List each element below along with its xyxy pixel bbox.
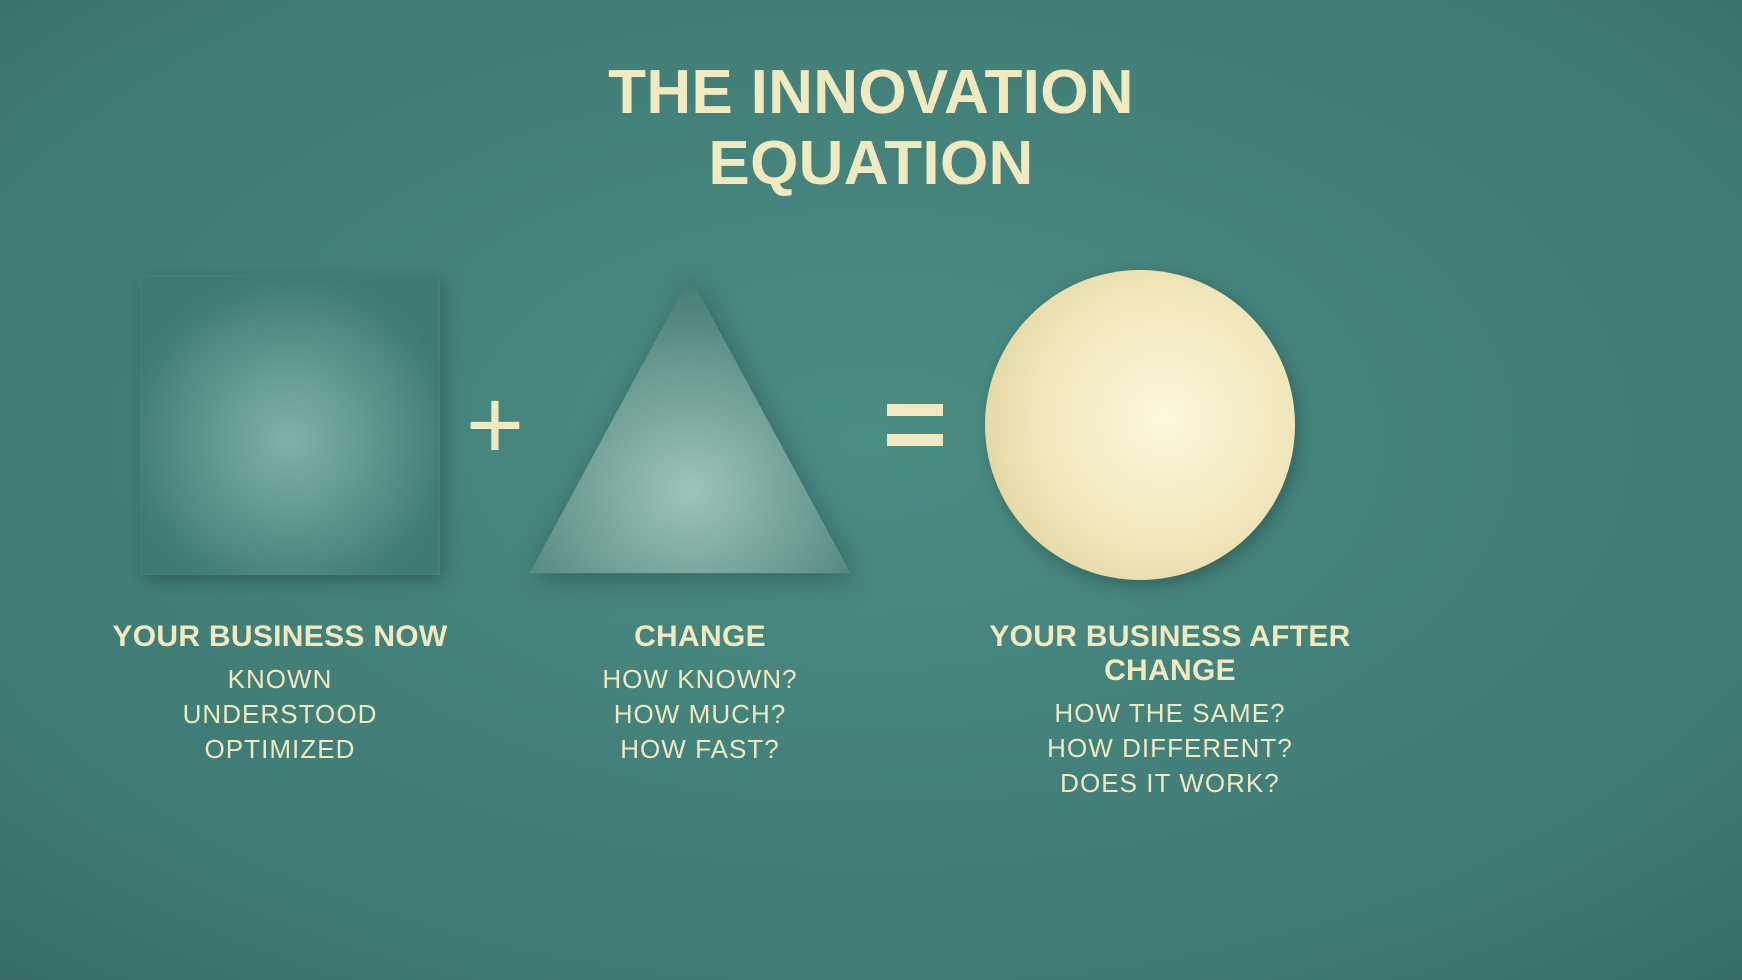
- caption-col-3: YOUR BUSINESS AFTER CHANGE HOW THE SAME?…: [920, 620, 1420, 803]
- plus-glyph: +: [466, 375, 524, 475]
- caption-1-line-2: UNDERSTOOD: [60, 699, 500, 730]
- caption-3-line-1: HOW THE SAME?: [920, 698, 1420, 729]
- caption-col-1: YOUR BUSINESS NOW KNOWN UNDERSTOOD OPTIM…: [60, 620, 500, 769]
- triangle-shape: [520, 260, 860, 590]
- equals-bar-bottom: [887, 434, 943, 446]
- caption-1-line-3: OPTIMIZED: [60, 734, 500, 765]
- caption-2-line-1: HOW KNOWN?: [500, 664, 900, 695]
- equals-bar-top: [887, 404, 943, 416]
- caption-3-line-3: DOES IT WORK?: [920, 768, 1420, 799]
- title-line-2: EQUATION: [0, 131, 1742, 196]
- caption-1-line-1: KNOWN: [60, 664, 500, 695]
- title-line-1: THE INNOVATION: [0, 60, 1742, 125]
- equation-row: +: [0, 265, 1742, 605]
- circle-shape-wrap: [970, 265, 1310, 585]
- caption-col-2: CHANGE HOW KNOWN? HOW MUCH? HOW FAST?: [500, 620, 900, 769]
- square-shape-wrap: [120, 265, 460, 585]
- page-title: THE INNOVATION EQUATION: [0, 60, 1742, 196]
- square-shape: [140, 275, 440, 575]
- caption-2-line-3: HOW FAST?: [500, 734, 900, 765]
- caption-3-heading: YOUR BUSINESS AFTER CHANGE: [920, 620, 1420, 688]
- triangle-shape-wrap: [520, 265, 860, 585]
- infographic-stage: THE INNOVATION EQUATION +: [0, 0, 1742, 980]
- caption-2-line-2: HOW MUCH?: [500, 699, 900, 730]
- circle-shape: [985, 270, 1295, 580]
- caption-2-heading: CHANGE: [500, 620, 900, 654]
- equals-operator: [870, 265, 960, 585]
- caption-1-heading: YOUR BUSINESS NOW: [60, 620, 500, 654]
- caption-3-line-2: HOW DIFFERENT?: [920, 733, 1420, 764]
